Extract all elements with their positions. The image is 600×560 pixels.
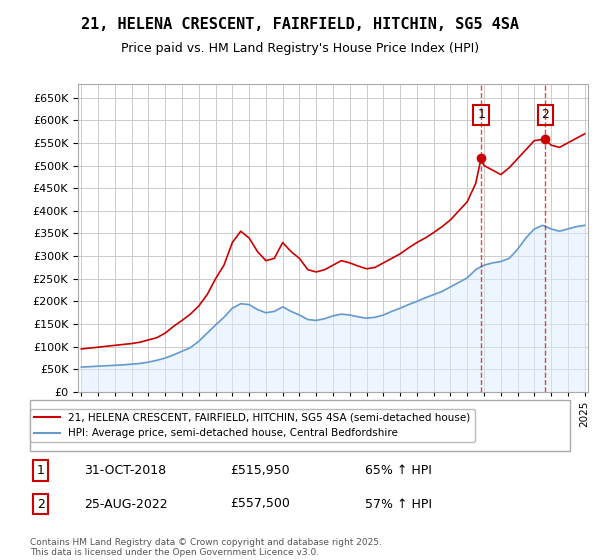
- Text: £515,950: £515,950: [230, 464, 289, 477]
- Text: 2: 2: [37, 497, 45, 511]
- Text: 1: 1: [477, 108, 485, 122]
- Text: 21, HELENA CRESCENT, FAIRFIELD, HITCHIN, SG5 4SA: 21, HELENA CRESCENT, FAIRFIELD, HITCHIN,…: [81, 17, 519, 32]
- Text: 57% ↑ HPI: 57% ↑ HPI: [365, 497, 432, 511]
- Text: 1: 1: [37, 464, 45, 477]
- Text: 65% ↑ HPI: 65% ↑ HPI: [365, 464, 431, 477]
- Legend: 21, HELENA CRESCENT, FAIRFIELD, HITCHIN, SG5 4SA (semi-detached house), HPI: Ave: 21, HELENA CRESCENT, FAIRFIELD, HITCHIN,…: [30, 409, 475, 442]
- Text: Price paid vs. HM Land Registry's House Price Index (HPI): Price paid vs. HM Land Registry's House …: [121, 42, 479, 55]
- Text: £557,500: £557,500: [230, 497, 290, 511]
- Text: 25-AUG-2022: 25-AUG-2022: [84, 497, 167, 511]
- Text: Contains HM Land Registry data © Crown copyright and database right 2025.
This d: Contains HM Land Registry data © Crown c…: [30, 538, 382, 557]
- FancyBboxPatch shape: [30, 400, 570, 451]
- Text: 2: 2: [541, 108, 549, 122]
- Text: 31-OCT-2018: 31-OCT-2018: [84, 464, 166, 477]
